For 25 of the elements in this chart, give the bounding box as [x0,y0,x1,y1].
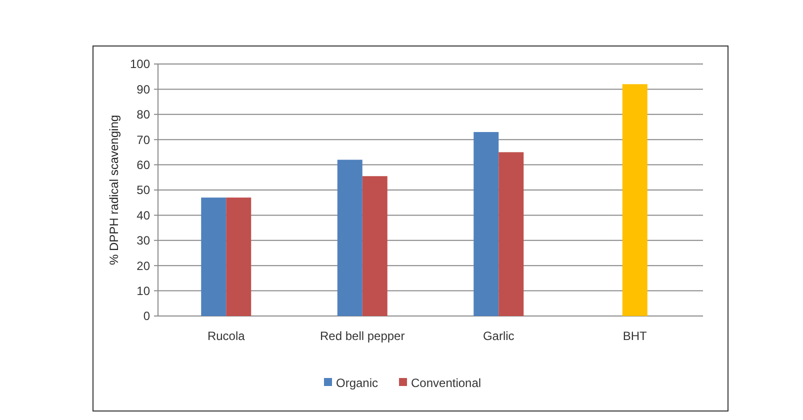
y-tick-label: 10 [136,284,150,298]
y-tick-label: 80 [136,108,150,122]
bar [362,176,388,316]
bar [226,198,252,316]
y-tick-label: 100 [130,57,150,72]
y-tick-label: 20 [136,258,150,273]
y-tick-label: 0 [143,309,150,324]
legend-label: Conventional [411,376,482,390]
x-tick-label: Red bell pepper [320,329,405,343]
bar [201,198,226,316]
y-tick-label: 90 [136,82,150,96]
bar [337,160,362,316]
y-tick-label: 60 [136,158,150,172]
legend-label: Organic [336,376,378,390]
x-tick-label: BHT [622,329,648,343]
y-tick-label: 70 [136,132,150,147]
bar [498,152,524,316]
x-tick-label: Rucola [207,329,246,343]
x-tick-label: Garlic [482,329,514,343]
y-axis-title: % DPPH radical scavenging [107,114,121,266]
y-tick-label: 40 [136,208,150,222]
y-tick-label: 50 [136,183,150,198]
y-tick-label: 30 [136,234,150,248]
bar [474,132,499,316]
bar [622,84,648,316]
